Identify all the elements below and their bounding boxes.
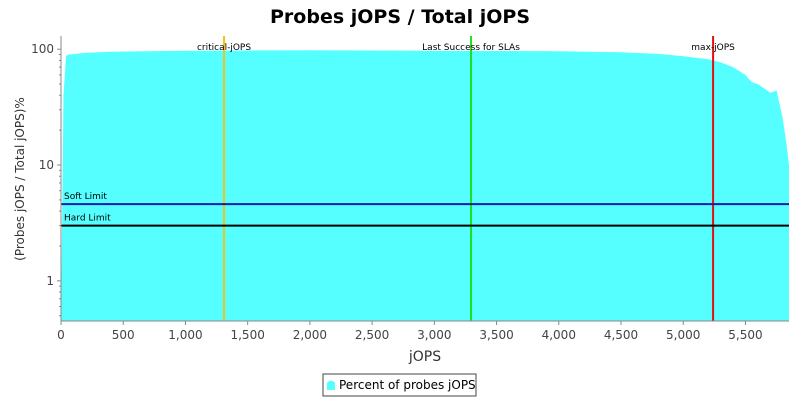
y-tick-label: 1 (46, 274, 54, 288)
y-axis-title: (Probes jOPS / Total jOPS)% (13, 97, 27, 261)
x-tick-label: 5,000 (666, 328, 700, 342)
legend: Percent of probes jOPS (322, 373, 477, 397)
legend-swatch-icon (327, 380, 335, 390)
marker-label: max-jOPS (691, 43, 735, 53)
legend-box (322, 373, 477, 397)
y-tick-label: 10 (39, 158, 54, 172)
x-tick-label: 3,000 (417, 328, 451, 342)
x-tick-label: 0 (57, 328, 65, 342)
x-tick-label: 500 (112, 328, 135, 342)
x-axis-ticks: 0 500 1,000 1,500 2,000 2,500 3,000 3,500 4,000 4… (57, 321, 763, 342)
marker-lines: critical-jOPS Last Success for SLAs max-jO… (197, 36, 735, 321)
area-series (61, 50, 789, 321)
plot-area: critical-jOPS Last Success for SLAs max-jO… (60, 36, 789, 322)
limit-label: Hard Limit (64, 214, 111, 224)
y-axis-ticks: 1 10 100 (31, 42, 61, 317)
y-tick-label: 100 (31, 42, 54, 56)
x-axis-title: jOPS (408, 349, 441, 365)
legend-item-label: Percent of probes jOPS (339, 378, 476, 392)
x-tick-label: 5,500 (728, 328, 762, 342)
x-tick-label: 1,000 (168, 328, 202, 342)
limit-label: Soft Limit (64, 192, 107, 202)
x-tick-label: 4,500 (604, 328, 638, 342)
limit-lines: Soft Limit Hard Limit (61, 192, 789, 227)
x-tick-label: 4,000 (542, 328, 576, 342)
x-tick-label: 2,000 (293, 328, 327, 342)
x-tick-label: 1,500 (230, 328, 264, 342)
x-tick-label: 2,500 (355, 328, 389, 342)
chart-title: Probes jOPS / Total jOPS (270, 6, 530, 28)
marker-label: Last Success for SLAs (422, 43, 520, 53)
x-tick-label: 3,500 (479, 328, 513, 342)
marker-label: critical-jOPS (197, 43, 251, 53)
